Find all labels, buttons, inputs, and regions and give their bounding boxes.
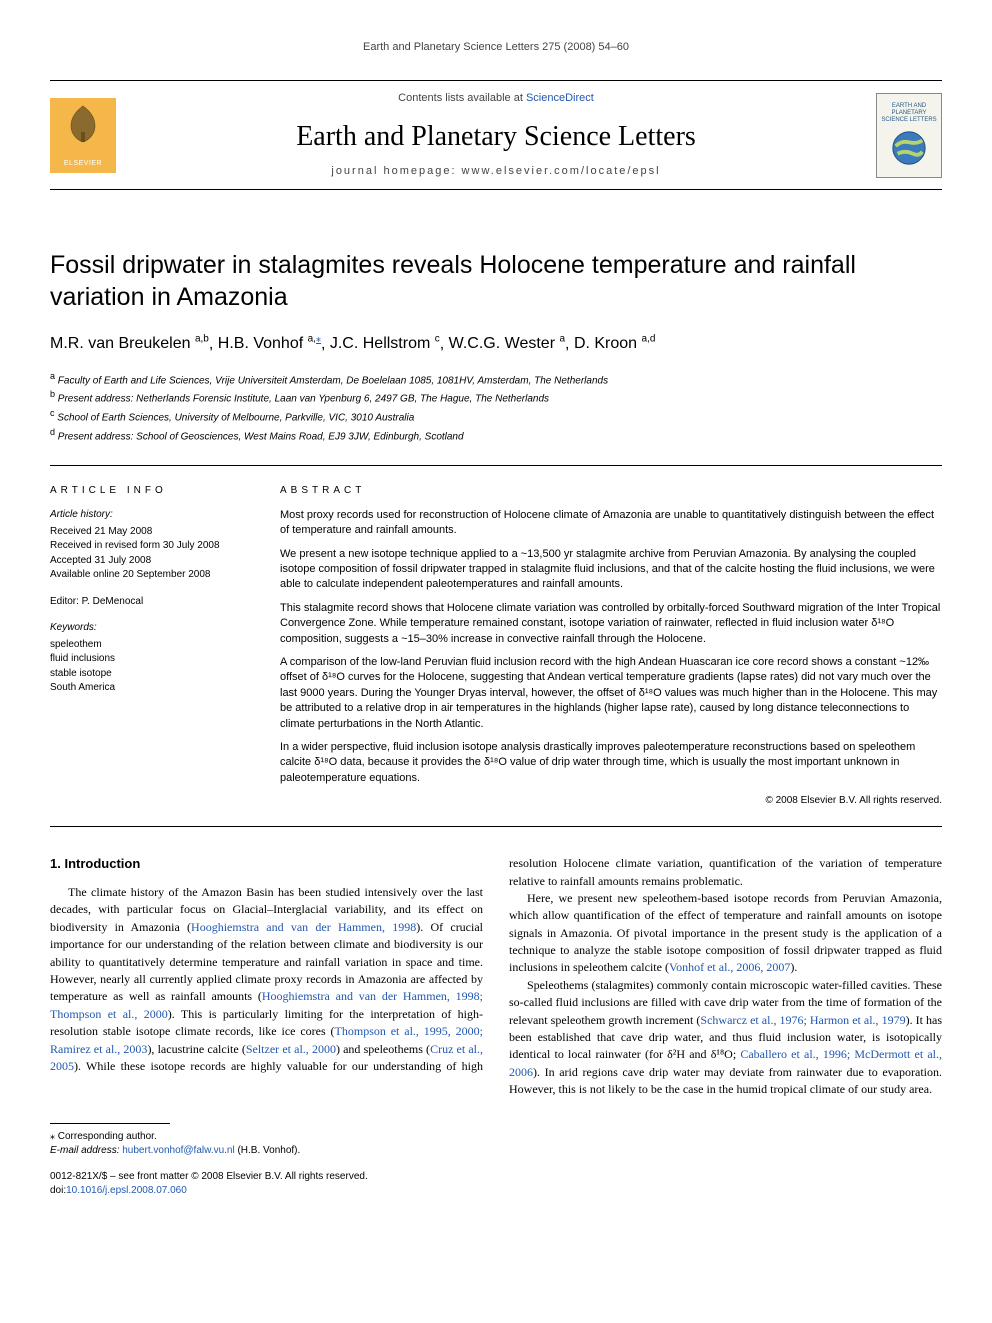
article-meta-block: ARTICLE INFO Article history: Received 2…	[50, 465, 942, 827]
aff-text: Present address: Netherlands Forensic In…	[58, 394, 549, 405]
aff-text: Faculty of Earth and Life Sciences, Vrij…	[58, 375, 608, 386]
abstract-paragraph: A comparison of the low-land Peruvian fl…	[280, 655, 942, 732]
aff-key: b	[50, 389, 55, 399]
cover-thumb-title: EARTH AND PLANETARY SCIENCE LETTERS	[881, 103, 937, 123]
globe-icon	[890, 129, 928, 167]
author: W.C.G. Wester a	[449, 335, 565, 352]
running-head: Earth and Planetary Science Letters 275 …	[50, 40, 942, 55]
author-aff-sup: a,d	[642, 334, 656, 345]
citation-link[interactable]: Seltzer et al., 2000	[246, 1042, 336, 1056]
body-paragraph: Here, we present new speleothem-based is…	[509, 890, 942, 977]
keyword: speleothem	[50, 638, 250, 653]
aff-key: d	[50, 427, 55, 437]
abstract-column: ABSTRACT Most proxy records used for rec…	[280, 484, 942, 808]
affiliation: a Faculty of Earth and Life Sciences, Vr…	[50, 370, 942, 389]
author-name: H.B. Vonhof	[218, 335, 303, 352]
author-name: D. Kroon	[574, 335, 637, 352]
citation-link[interactable]: Vonhof et al., 2006, 2007	[669, 960, 790, 974]
history-line: Received 21 May 2008	[50, 525, 250, 540]
email-link[interactable]: hubert.vonhof@falw.vu.nl	[122, 1145, 234, 1156]
abstract-paragraph: In a wider perspective, fluid inclusion …	[280, 740, 942, 786]
email-line: E-mail address: hubert.vonhof@falw.vu.nl…	[50, 1144, 942, 1158]
author: H.B. Vonhof a,⁎	[218, 335, 321, 352]
corresponding-author-note: ⁎ Corresponding author.	[50, 1130, 942, 1144]
affiliation: d Present address: School of Geosciences…	[50, 426, 942, 445]
author-aff-sup: a	[559, 334, 565, 345]
author-aff-sup: c	[435, 334, 440, 345]
page-footer: ⁎ Corresponding author. E-mail address: …	[50, 1123, 942, 1198]
aff-text: School of Earth Sciences, University of …	[57, 413, 414, 424]
masthead: ELSEVIER Contents lists available at Sci…	[50, 80, 942, 190]
affiliations: a Faculty of Earth and Life Sciences, Vr…	[50, 370, 942, 445]
article-info-column: ARTICLE INFO Article history: Received 2…	[50, 484, 250, 808]
history-line: Available online 20 September 2008	[50, 568, 250, 583]
author-aff-sup: a,⁎	[308, 334, 321, 345]
author: M.R. van Breukelen a,b	[50, 335, 209, 352]
doi-link[interactable]: 10.1016/j.epsl.2008.07.060	[66, 1185, 187, 1196]
authors-line: M.R. van Breukelen a,b, H.B. Vonhof a,⁎,…	[50, 333, 942, 356]
aff-key: c	[50, 408, 55, 418]
article-body: 1. Introduction The climate history of t…	[50, 855, 942, 1098]
keyword: South America	[50, 681, 250, 696]
footnote-rule	[50, 1123, 170, 1124]
history-label: Article history:	[50, 508, 250, 523]
doi-prefix: doi:	[50, 1185, 66, 1196]
editor-line: Editor: P. DeMenocal	[50, 595, 250, 610]
email-label: E-mail address:	[50, 1145, 122, 1156]
aff-text: Present address: School of Geosciences, …	[58, 431, 464, 442]
publisher-logo: ELSEVIER	[50, 98, 116, 173]
copyright-line: 0012-821X/$ – see front matter © 2008 El…	[50, 1170, 942, 1184]
abstract-paragraph: This stalagmite record shows that Holoce…	[280, 601, 942, 647]
author-name: J.C. Hellstrom	[330, 335, 430, 352]
masthead-center: Contents lists available at ScienceDirec…	[116, 91, 876, 179]
keywords-label: Keywords:	[50, 621, 250, 636]
contents-line: Contents lists available at ScienceDirec…	[116, 91, 876, 106]
abstract-paragraph: We present a new isotope technique appli…	[280, 547, 942, 593]
author-name: M.R. van Breukelen	[50, 335, 191, 352]
affiliation: c School of Earth Sciences, University o…	[50, 407, 942, 426]
citation-link[interactable]: Schwarcz et al., 1976; Harmon et al., 19…	[700, 1013, 905, 1027]
citation-link[interactable]: Hooghiemstra and van der Hammen, 1998	[191, 920, 416, 934]
journal-title: Earth and Planetary Science Letters	[116, 117, 876, 156]
email-suffix: (H.B. Vonhof).	[235, 1145, 301, 1156]
journal-cover-thumb: EARTH AND PLANETARY SCIENCE LETTERS	[876, 93, 942, 178]
publisher-wordmark: ELSEVIER	[64, 159, 102, 169]
author: D. Kroon a,d	[574, 335, 656, 352]
section-heading: 1. Introduction	[50, 855, 483, 874]
corresponding-mark[interactable]: ⁎	[316, 334, 321, 345]
doi-line: doi:10.1016/j.epsl.2008.07.060	[50, 1184, 942, 1198]
elsevier-tree-icon	[65, 104, 101, 144]
author: J.C. Hellstrom c	[330, 335, 440, 352]
sciencedirect-link[interactable]: ScienceDirect	[526, 92, 594, 104]
keyword: fluid inclusions	[50, 652, 250, 667]
affiliation: b Present address: Netherlands Forensic …	[50, 388, 942, 407]
contents-prefix: Contents lists available at	[398, 92, 526, 104]
abstract-label: ABSTRACT	[280, 484, 942, 498]
body-paragraph: Speleothems (stalagmites) commonly conta…	[509, 977, 942, 1099]
article-info-label: ARTICLE INFO	[50, 484, 250, 499]
article-title: Fossil dripwater in stalagmites reveals …	[50, 250, 942, 313]
abstract-paragraph: Most proxy records used for reconstructi…	[280, 508, 942, 539]
journal-homepage: journal homepage: www.elsevier.com/locat…	[116, 164, 876, 179]
history-line: Accepted 31 July 2008	[50, 554, 250, 569]
aff-key: a	[50, 371, 55, 381]
history-line: Received in revised form 30 July 2008	[50, 539, 250, 554]
author-aff-sup: a,b	[195, 334, 209, 345]
abstract-copyright: © 2008 Elsevier B.V. All rights reserved…	[280, 794, 942, 808]
keyword: stable isotope	[50, 667, 250, 682]
author-name: W.C.G. Wester	[449, 335, 555, 352]
